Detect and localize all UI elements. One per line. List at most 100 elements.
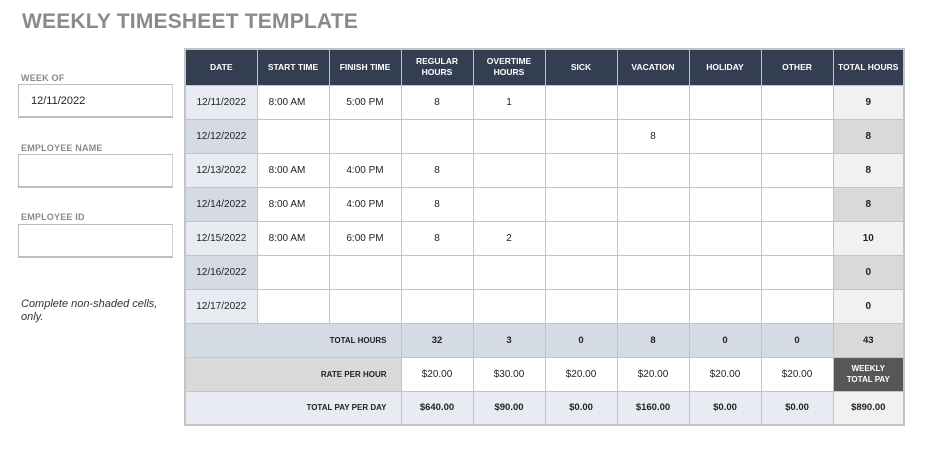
rate-sick[interactable]: $20.00 [544,356,618,392]
start-time-cell[interactable] [256,254,330,290]
grand-total-hours: 43 [832,322,905,358]
regular-hours-cell[interactable] [400,288,474,324]
finish-time-cell[interactable]: 4:00 PM [328,152,402,188]
sick-cell[interactable] [544,152,618,188]
rate-holiday[interactable]: $20.00 [688,356,762,392]
total-hours-label: TOTAL HOURS [184,322,402,358]
pay-overtime: $90.00 [472,390,546,426]
table-row: 12/12/2022 8 8 [184,118,905,154]
finish-time-cell[interactable]: 6:00 PM [328,220,402,256]
other-cell[interactable] [760,152,834,188]
overtime-hours-cell[interactable] [472,254,546,290]
vacation-cell[interactable] [616,186,690,222]
table-row: 12/13/2022 8:00 AM 4:00 PM 8 8 [184,152,905,188]
sick-cell[interactable] [544,220,618,256]
rate-per-hour-label: RATE PER HOUR [184,356,402,392]
date-cell: 12/13/2022 [184,152,258,188]
overtime-hours-cell[interactable] [472,118,546,154]
vacation-cell[interactable] [616,84,690,120]
pay-sick: $0.00 [544,390,618,426]
overtime-hours-cell[interactable]: 2 [472,220,546,256]
page-title: WEEKLY TIMESHEET TEMPLATE [22,10,358,33]
total-regular-hours: 32 [400,322,474,358]
week-of-field[interactable]: 12/11/2022 [18,84,173,118]
vacation-cell[interactable] [616,220,690,256]
sick-cell[interactable] [544,254,618,290]
finish-time-cell[interactable]: 4:00 PM [328,186,402,222]
header-overtime-hours: OVERTIME HOURS [472,48,546,86]
employee-id-label: EMPLOYEE ID [21,212,85,222]
overtime-hours-cell[interactable] [472,186,546,222]
row-total-cell: 8 [832,118,905,154]
rate-regular[interactable]: $20.00 [400,356,474,392]
sick-cell[interactable] [544,118,618,154]
header-overtime-line1: OVERTIME [486,56,532,67]
row-total-cell: 0 [832,254,905,290]
holiday-cell[interactable] [688,118,762,154]
overtime-hours-cell[interactable]: 1 [472,84,546,120]
regular-hours-cell[interactable] [400,254,474,290]
finish-time-cell[interactable] [328,118,402,154]
total-vacation-hours: 8 [616,322,690,358]
vacation-cell[interactable]: 8 [616,118,690,154]
rate-other[interactable]: $20.00 [760,356,834,392]
total-pay-row: TOTAL PAY PER DAY $640.00 $90.00 $0.00 $… [184,390,905,426]
pay-regular: $640.00 [400,390,474,426]
start-time-cell[interactable] [256,288,330,324]
holiday-cell[interactable] [688,220,762,256]
holiday-cell[interactable] [688,186,762,222]
table-row: 12/17/2022 0 [184,288,905,324]
start-time-cell[interactable] [256,118,330,154]
sick-cell[interactable] [544,288,618,324]
total-overtime-hours: 3 [472,322,546,358]
other-cell[interactable] [760,220,834,256]
weekly-label-line1: WEEKLY [851,364,886,373]
row-total-cell: 10 [832,220,905,256]
regular-hours-cell[interactable]: 8 [400,84,474,120]
holiday-cell[interactable] [688,254,762,290]
other-cell[interactable] [760,84,834,120]
employee-name-label: EMPLOYEE NAME [21,143,103,153]
table-row: 12/11/2022 8:00 AM 5:00 PM 8 1 9 [184,84,905,120]
row-total-cell: 9 [832,84,905,120]
sick-cell[interactable] [544,84,618,120]
weekly-total-pay-header: WEEKLY TOTAL PAY [832,356,905,392]
header-finish-time: FINISH TIME [328,48,402,86]
regular-hours-cell[interactable] [400,118,474,154]
other-cell[interactable] [760,254,834,290]
holiday-cell[interactable] [688,84,762,120]
header-regular-line2: HOURS [421,67,453,78]
other-cell[interactable] [760,186,834,222]
start-time-cell[interactable]: 8:00 AM [256,152,330,188]
holiday-cell[interactable] [688,288,762,324]
start-time-cell[interactable]: 8:00 AM [256,84,330,120]
holiday-cell[interactable] [688,152,762,188]
employee-id-field[interactable] [18,224,173,258]
finish-time-cell[interactable]: 5:00 PM [328,84,402,120]
start-time-cell[interactable]: 8:00 AM [256,220,330,256]
regular-hours-cell[interactable]: 8 [400,186,474,222]
finish-time-cell[interactable] [328,288,402,324]
employee-name-field[interactable] [18,154,173,188]
sick-cell[interactable] [544,186,618,222]
rate-overtime[interactable]: $30.00 [472,356,546,392]
header-vacation: VACATION [616,48,690,86]
pay-holiday: $0.00 [688,390,762,426]
date-cell: 12/17/2022 [184,288,258,324]
total-other-hours: 0 [760,322,834,358]
regular-hours-cell[interactable]: 8 [400,152,474,188]
other-cell[interactable] [760,288,834,324]
start-time-cell[interactable]: 8:00 AM [256,186,330,222]
vacation-cell[interactable] [616,152,690,188]
row-total-cell: 0 [832,288,905,324]
overtime-hours-cell[interactable] [472,288,546,324]
vacation-cell[interactable] [616,254,690,290]
overtime-hours-cell[interactable] [472,152,546,188]
other-cell[interactable] [760,118,834,154]
regular-hours-cell[interactable]: 8 [400,220,474,256]
header-overtime-line2: HOURS [493,67,525,78]
weekly-total-pay: $890.00 [832,390,905,426]
vacation-cell[interactable] [616,288,690,324]
finish-time-cell[interactable] [328,254,402,290]
rate-vacation[interactable]: $20.00 [616,356,690,392]
